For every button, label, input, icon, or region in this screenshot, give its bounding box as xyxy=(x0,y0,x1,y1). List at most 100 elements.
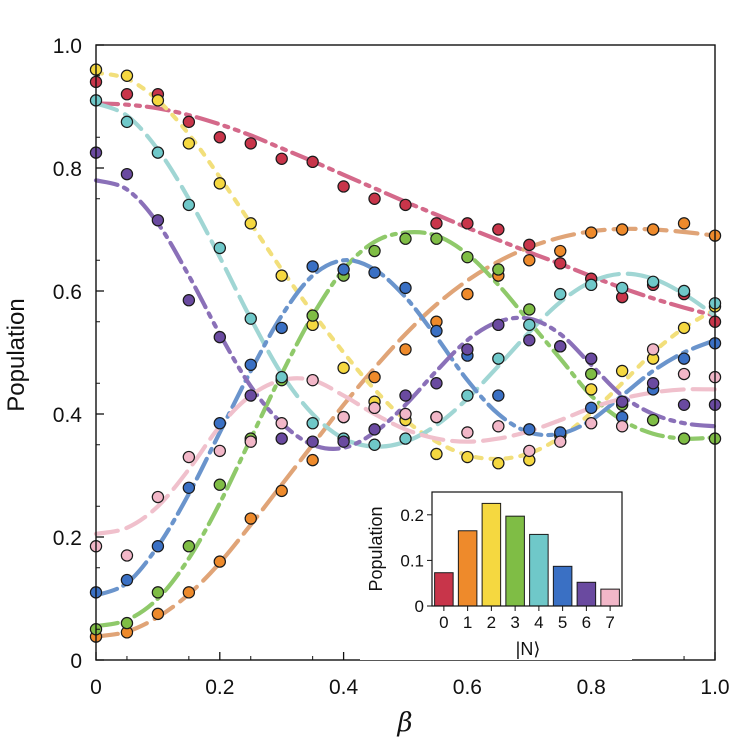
data-point-5 xyxy=(306,260,319,273)
data-point-0 xyxy=(182,115,196,129)
data-point-0 xyxy=(523,238,536,252)
data-point-4 xyxy=(182,198,196,212)
inset-y-axis-title: Population xyxy=(366,506,386,591)
inset-y-tick-label: 0 xyxy=(415,597,424,616)
data-point-1 xyxy=(306,453,319,467)
data-point-1 xyxy=(275,484,288,498)
inset-x-tick-label: 3 xyxy=(510,613,519,632)
data-point-6 xyxy=(120,167,134,181)
data-point-1 xyxy=(461,287,474,301)
inset-bars xyxy=(434,502,620,607)
data-point-1 xyxy=(677,217,691,230)
data-point-5 xyxy=(182,481,196,494)
data-point-3 xyxy=(677,432,691,445)
data-point-0 xyxy=(492,223,505,236)
data-point-4 xyxy=(120,115,134,129)
data-point-4 xyxy=(615,281,629,295)
data-point-7 xyxy=(585,417,598,430)
data-point-7 xyxy=(337,410,350,424)
y-tick-label: 0 xyxy=(70,650,82,673)
data-point-5 xyxy=(523,423,536,436)
x-tick-label: 0.8 xyxy=(577,676,606,699)
data-point-7 xyxy=(523,444,536,458)
x-tick-label: 0.2 xyxy=(205,676,234,699)
data-point-1 xyxy=(615,223,629,236)
data-point-5 xyxy=(585,401,598,415)
data-point-2 xyxy=(585,383,598,396)
data-point-5 xyxy=(275,321,288,335)
data-point-3 xyxy=(430,232,443,245)
inset-x-tick-label: 2 xyxy=(487,613,496,632)
data-point-7 xyxy=(554,435,567,448)
data-point-2 xyxy=(182,137,196,150)
data-point-1 xyxy=(646,223,660,236)
data-point-6 xyxy=(182,294,196,307)
data-point-7 xyxy=(492,420,505,433)
inset-x-tick-label: 4 xyxy=(534,613,543,632)
data-point-4 xyxy=(213,241,226,255)
data-point-7 xyxy=(213,444,226,458)
data-point-4 xyxy=(244,312,257,325)
data-point-3 xyxy=(213,478,226,491)
y-tick-label: 0.2 xyxy=(53,527,82,550)
data-point-2 xyxy=(275,269,288,282)
data-point-4 xyxy=(275,370,288,384)
theory-curve-4 xyxy=(93,101,718,449)
data-point-0 xyxy=(554,257,567,270)
inset-x-tick-label: 7 xyxy=(605,613,614,632)
data-point-4 xyxy=(151,146,165,159)
data-point-5 xyxy=(430,324,443,338)
data-point-6 xyxy=(554,340,567,353)
inset-frame xyxy=(431,491,623,607)
data-point-2 xyxy=(461,450,474,464)
data-point-5 xyxy=(213,417,226,430)
inset-y-tick-label: 0.1 xyxy=(400,551,424,570)
data-point-7 xyxy=(306,373,319,387)
data-point-0 xyxy=(120,87,134,101)
data-point-2 xyxy=(430,447,443,461)
theory-curves xyxy=(93,70,718,639)
data-point-3 xyxy=(182,540,196,553)
data-point-1 xyxy=(399,343,412,356)
main-plot: 0 0.2 0.4 0.6 0.8 1.0 0 0.2 0.4 0.6 0.8 1.0 Populat… xyxy=(3,35,730,738)
data-point-7 xyxy=(368,401,381,415)
y-tick-label: 0.6 xyxy=(53,281,82,304)
data-point-4 xyxy=(523,318,536,332)
data-point-1 xyxy=(368,370,381,384)
inset-bar xyxy=(505,515,525,607)
theory-curve-5 xyxy=(93,258,718,598)
inset-bar xyxy=(600,588,620,607)
data-point-5 xyxy=(120,573,134,587)
data-point-6 xyxy=(523,334,536,347)
y-tick-label: 0.8 xyxy=(53,158,82,181)
data-point-5 xyxy=(151,540,165,553)
data-point-5 xyxy=(677,352,691,365)
data-point-1 xyxy=(585,226,598,239)
data-point-6 xyxy=(213,330,226,344)
data-point-4 xyxy=(677,284,691,298)
data-point-6 xyxy=(492,318,505,332)
theory-curve-3 xyxy=(93,230,718,629)
inset-x-axis-title: |N⟩ xyxy=(516,639,541,659)
inset-x-tick-label: 5 xyxy=(558,613,567,632)
data-point-3 xyxy=(151,586,165,599)
inset-axis-ticks: 0 1 2 3 4 5 6 700.10.2 xyxy=(400,506,615,632)
data-point-2 xyxy=(677,321,691,335)
data-point-0 xyxy=(461,217,474,230)
data-point-2 xyxy=(120,69,134,82)
inset-y-tick-label: 0.2 xyxy=(400,506,424,525)
data-point-5 xyxy=(244,358,257,371)
data-point-5 xyxy=(492,389,505,402)
data-point-1 xyxy=(213,555,226,568)
data-point-6 xyxy=(646,377,660,390)
theory-curve-6 xyxy=(93,178,718,451)
data-point-6 xyxy=(275,432,288,445)
data-point-0 xyxy=(306,155,319,169)
data-point-3 xyxy=(523,303,536,316)
data-point-4 xyxy=(492,352,505,365)
data-point-1 xyxy=(244,512,257,525)
data-point-6 xyxy=(461,343,474,356)
data-point-7 xyxy=(244,435,257,448)
data-point-6 xyxy=(306,435,319,448)
inset-bar xyxy=(457,530,478,607)
